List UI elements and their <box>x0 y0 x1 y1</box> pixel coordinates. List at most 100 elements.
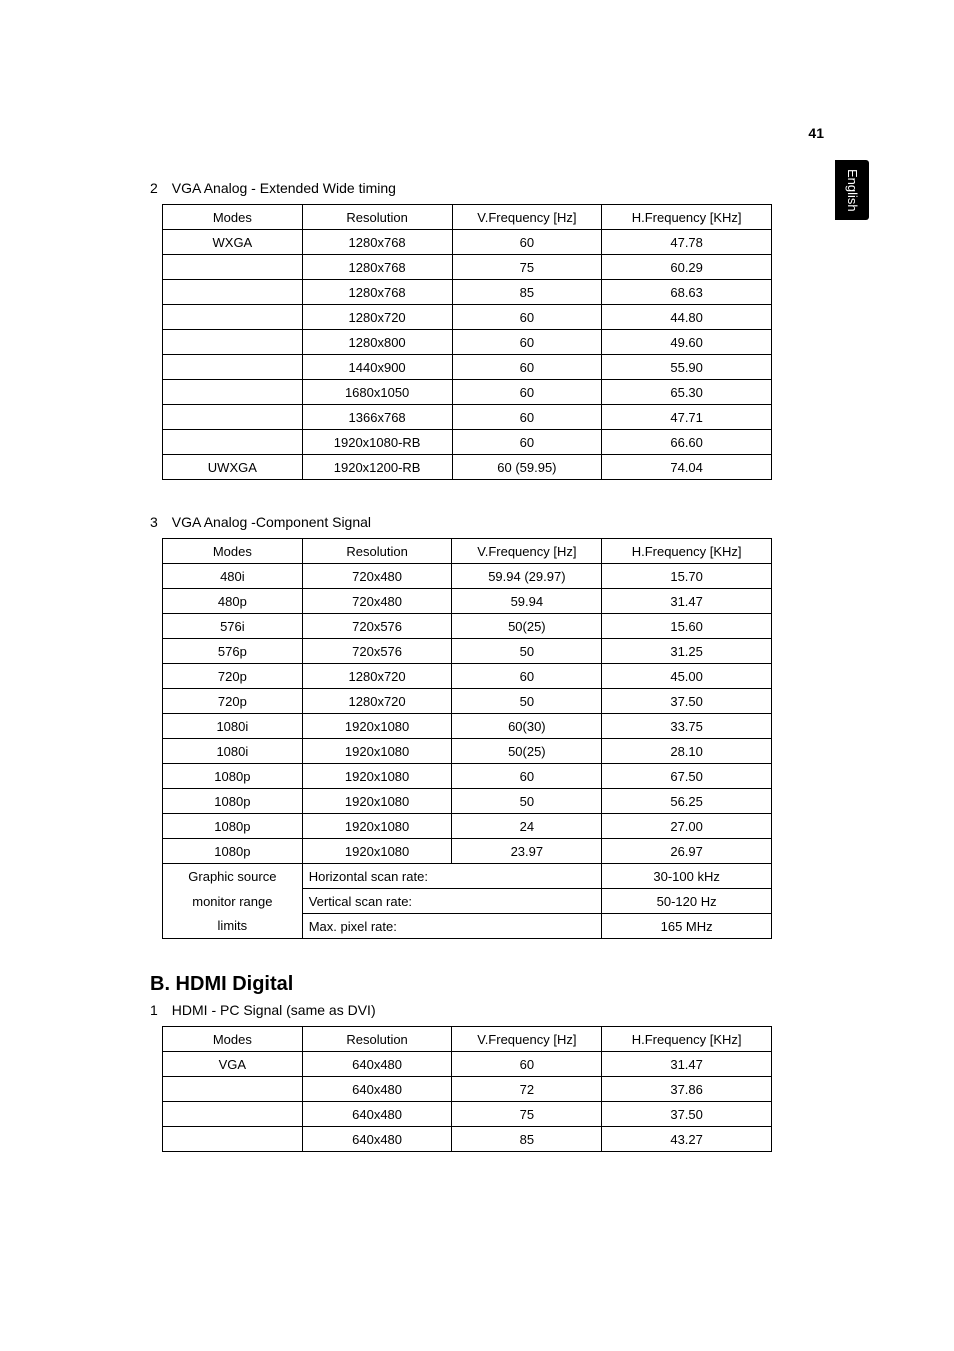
table-row: limits Max. pixel rate: 165 MHz <box>163 914 772 939</box>
cell: 1080p <box>163 789 303 814</box>
cell: 59.94 (29.97) <box>452 564 602 589</box>
table-row: 1280x8006049.60 <box>163 330 772 355</box>
footer-label-2: monitor range <box>163 889 303 914</box>
section-a2-title: 2 VGA Analog - Extended Wide timing <box>150 180 864 196</box>
table-row: 1080i1920x108050(25)28.10 <box>163 739 772 764</box>
cell: 60 <box>452 430 602 455</box>
cell: 640x480 <box>302 1127 452 1152</box>
cell: 67.50 <box>602 764 772 789</box>
table-row: 1280x7206044.80 <box>163 305 772 330</box>
cell: 37.50 <box>602 689 772 714</box>
cell: 720x480 <box>302 589 452 614</box>
table-row: 1366x7686047.71 <box>163 405 772 430</box>
cell: 47.78 <box>602 230 772 255</box>
cell: 31.47 <box>602 1052 772 1077</box>
cell: 1280x720 <box>302 305 452 330</box>
footer-scan-v: Vertical scan rate: <box>302 889 602 914</box>
cell: 56.25 <box>602 789 772 814</box>
cell: 60 <box>452 664 602 689</box>
cell <box>163 255 303 280</box>
table-row: monitor range Vertical scan rate: 50-120… <box>163 889 772 914</box>
cell: 1280x768 <box>302 280 452 305</box>
footer-label-1: Graphic source <box>163 864 303 889</box>
cell: 23.97 <box>452 839 602 864</box>
cell: 55.90 <box>602 355 772 380</box>
cell: 1920x1080-RB <box>302 430 452 455</box>
cell: 1920x1200-RB <box>302 455 452 480</box>
cell <box>163 305 303 330</box>
cell: 60 <box>452 355 602 380</box>
footer-label-3: limits <box>163 914 303 939</box>
cell: 1920x1080 <box>302 814 452 839</box>
th-resolution: Resolution <box>302 539 452 564</box>
table-row: WXGA1280x7686047.78 <box>163 230 772 255</box>
cell <box>163 405 303 430</box>
cell: 1366x768 <box>302 405 452 430</box>
cell: 60 <box>452 1052 602 1077</box>
th-hfreq: H.Frequency [KHz] <box>602 1027 772 1052</box>
cell: 60 <box>452 230 602 255</box>
footer-scan-h: Horizontal scan rate: <box>302 864 602 889</box>
cell: 68.63 <box>602 280 772 305</box>
cell: 1080p <box>163 764 303 789</box>
table-header-row: Modes Resolution V.Frequency [Hz] H.Freq… <box>163 539 772 564</box>
cell: 72 <box>452 1077 602 1102</box>
cell: UWXGA <box>163 455 303 480</box>
cell: 37.86 <box>602 1077 772 1102</box>
cell: 50 <box>452 689 602 714</box>
table-row: 640x4807537.50 <box>163 1102 772 1127</box>
cell <box>163 1077 303 1102</box>
cell <box>163 330 303 355</box>
cell: 1280x720 <box>302 664 452 689</box>
table-row: 1280x7687560.29 <box>163 255 772 280</box>
cell: 720x576 <box>302 614 452 639</box>
cell: 43.27 <box>602 1127 772 1152</box>
table-header-row: Modes Resolution V.Frequency [Hz] H.Freq… <box>163 1027 772 1052</box>
table-row: 720p1280x7206045.00 <box>163 664 772 689</box>
cell: 45.00 <box>602 664 772 689</box>
table-row: 1080p1920x10802427.00 <box>163 814 772 839</box>
cell: 24 <box>452 814 602 839</box>
cell: WXGA <box>163 230 303 255</box>
cell: 50 <box>452 789 602 814</box>
cell: 1080i <box>163 739 303 764</box>
cell: 75 <box>452 255 602 280</box>
cell: 31.47 <box>602 589 772 614</box>
table-row: 576i720x57650(25)15.60 <box>163 614 772 639</box>
table-row: 480i720x48059.94 (29.97)15.70 <box>163 564 772 589</box>
page: 41 English 2 VGA Analog - Extended Wide … <box>0 0 954 1351</box>
cell: 720p <box>163 664 303 689</box>
cell: 28.10 <box>602 739 772 764</box>
section-b1-title: 1 HDMI - PC Signal (same as DVI) <box>150 1002 864 1018</box>
cell: 60.29 <box>602 255 772 280</box>
cell: 480i <box>163 564 303 589</box>
cell <box>163 355 303 380</box>
cell <box>163 430 303 455</box>
cell: 44.80 <box>602 305 772 330</box>
table-row: 720p1280x7205037.50 <box>163 689 772 714</box>
cell: 60(30) <box>452 714 602 739</box>
footer-scan-h-val: 30-100 kHz <box>602 864 772 889</box>
cell: 1080p <box>163 839 303 864</box>
cell: 37.50 <box>602 1102 772 1127</box>
cell: 15.60 <box>602 614 772 639</box>
cell: 33.75 <box>602 714 772 739</box>
table-row: 640x4808543.27 <box>163 1127 772 1152</box>
footer-scan-v-val: 50-120 Hz <box>602 889 772 914</box>
table-row: 1920x1080-RB6066.60 <box>163 430 772 455</box>
cell: 65.30 <box>602 380 772 405</box>
cell: 60 <box>452 764 602 789</box>
cell: 720x480 <box>302 564 452 589</box>
cell: 1280x768 <box>302 255 452 280</box>
cell: 576i <box>163 614 303 639</box>
cell: 85 <box>452 1127 602 1152</box>
cell: 720p <box>163 689 303 714</box>
cell <box>163 280 303 305</box>
cell: 85 <box>452 280 602 305</box>
cell: 59.94 <box>452 589 602 614</box>
cell: 74.04 <box>602 455 772 480</box>
cell: 15.70 <box>602 564 772 589</box>
cell: 640x480 <box>302 1102 452 1127</box>
content: 2 VGA Analog - Extended Wide timing Mode… <box>150 180 864 1152</box>
cell: 50(25) <box>452 739 602 764</box>
